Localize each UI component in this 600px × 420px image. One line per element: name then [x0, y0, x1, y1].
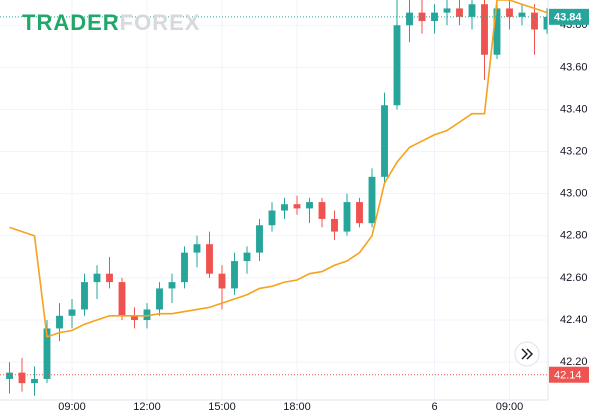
candle-body — [281, 204, 288, 211]
candle-body — [543, 16, 548, 30]
y-tick-label: 42.40 — [560, 314, 588, 326]
candle-body — [431, 12, 438, 22]
candle-body — [406, 12, 413, 26]
x-tick-label: 15:00 — [208, 401, 236, 413]
candle-body — [81, 282, 88, 310]
price-label: 42.14 — [554, 370, 582, 382]
candle-body — [481, 4, 488, 55]
candle-body — [356, 202, 363, 224]
plot-area — [0, 0, 548, 396]
y-tick-label: 42.80 — [560, 230, 588, 242]
candle-body — [256, 225, 263, 253]
last-price-label: 43.84 — [554, 12, 582, 24]
candle-body — [118, 282, 126, 316]
price-label-bg — [549, 366, 589, 383]
candle-body — [418, 12, 426, 22]
candle-body — [393, 25, 401, 106]
candle-body — [168, 282, 176, 289]
y-tick-label: 43.00 — [560, 188, 588, 200]
candle-body — [531, 12, 538, 30]
overlay-line — [9, 0, 548, 338]
candle-body — [343, 202, 351, 232]
scroll-button[interactable] — [514, 341, 540, 367]
y-tick-label: 43.20 — [560, 145, 588, 157]
candle-body — [131, 315, 138, 320]
axes: 42.20 42.40 42.60 42.80 43.00 43.20 43.40 43.60… — [58, 8, 589, 413]
logo-part: TRADER — [22, 10, 120, 35]
x-tick-label: 18:00 — [283, 401, 311, 413]
grid — [0, 0, 548, 400]
candle-body — [381, 105, 388, 177]
y-tick-label: 43.40 — [560, 103, 588, 115]
x-tick-label: 6 — [431, 401, 437, 413]
x-tick-label: 09:00 — [496, 401, 524, 413]
scroll-icon — [521, 348, 533, 360]
y-tick-label: 42.20 — [560, 356, 588, 368]
candle-body — [6, 372, 13, 379]
x-tick-label: 12:00 — [133, 401, 161, 413]
candle-body — [193, 244, 201, 253]
candle-body — [443, 8, 451, 13]
candle-body — [156, 288, 163, 310]
candle-body — [318, 202, 326, 219]
candle-body — [143, 309, 151, 320]
candle-body — [368, 176, 376, 224]
candle-body — [43, 328, 51, 379]
logo-part: FOREX — [120, 10, 201, 35]
candle-body — [331, 218, 338, 232]
candle-body — [493, 8, 501, 55]
candle-body — [68, 309, 76, 316]
y-tick-label: 43.60 — [560, 61, 588, 73]
candle-body — [243, 252, 251, 262]
candle-body — [106, 273, 113, 283]
logo: TRADERFOREX — [22, 10, 200, 35]
candle-body — [456, 8, 463, 17]
candle-body — [506, 8, 513, 17]
candle-body — [218, 273, 226, 289]
y-tick-label: 42.60 — [560, 272, 588, 284]
candle-body — [468, 4, 476, 17]
candle-body — [293, 204, 301, 209]
candle-body — [306, 202, 313, 209]
last-price-bg — [549, 8, 589, 25]
candle-body — [181, 252, 188, 283]
candle-body — [518, 12, 526, 17]
candle-body — [93, 273, 101, 283]
candle-body — [206, 244, 213, 274]
candle-body — [18, 372, 26, 384]
x-tick-label: 09:00 — [58, 401, 86, 413]
candle-body — [56, 315, 63, 329]
candle-body — [231, 261, 238, 289]
candle-body — [31, 378, 38, 384]
candle-body — [268, 210, 276, 226]
